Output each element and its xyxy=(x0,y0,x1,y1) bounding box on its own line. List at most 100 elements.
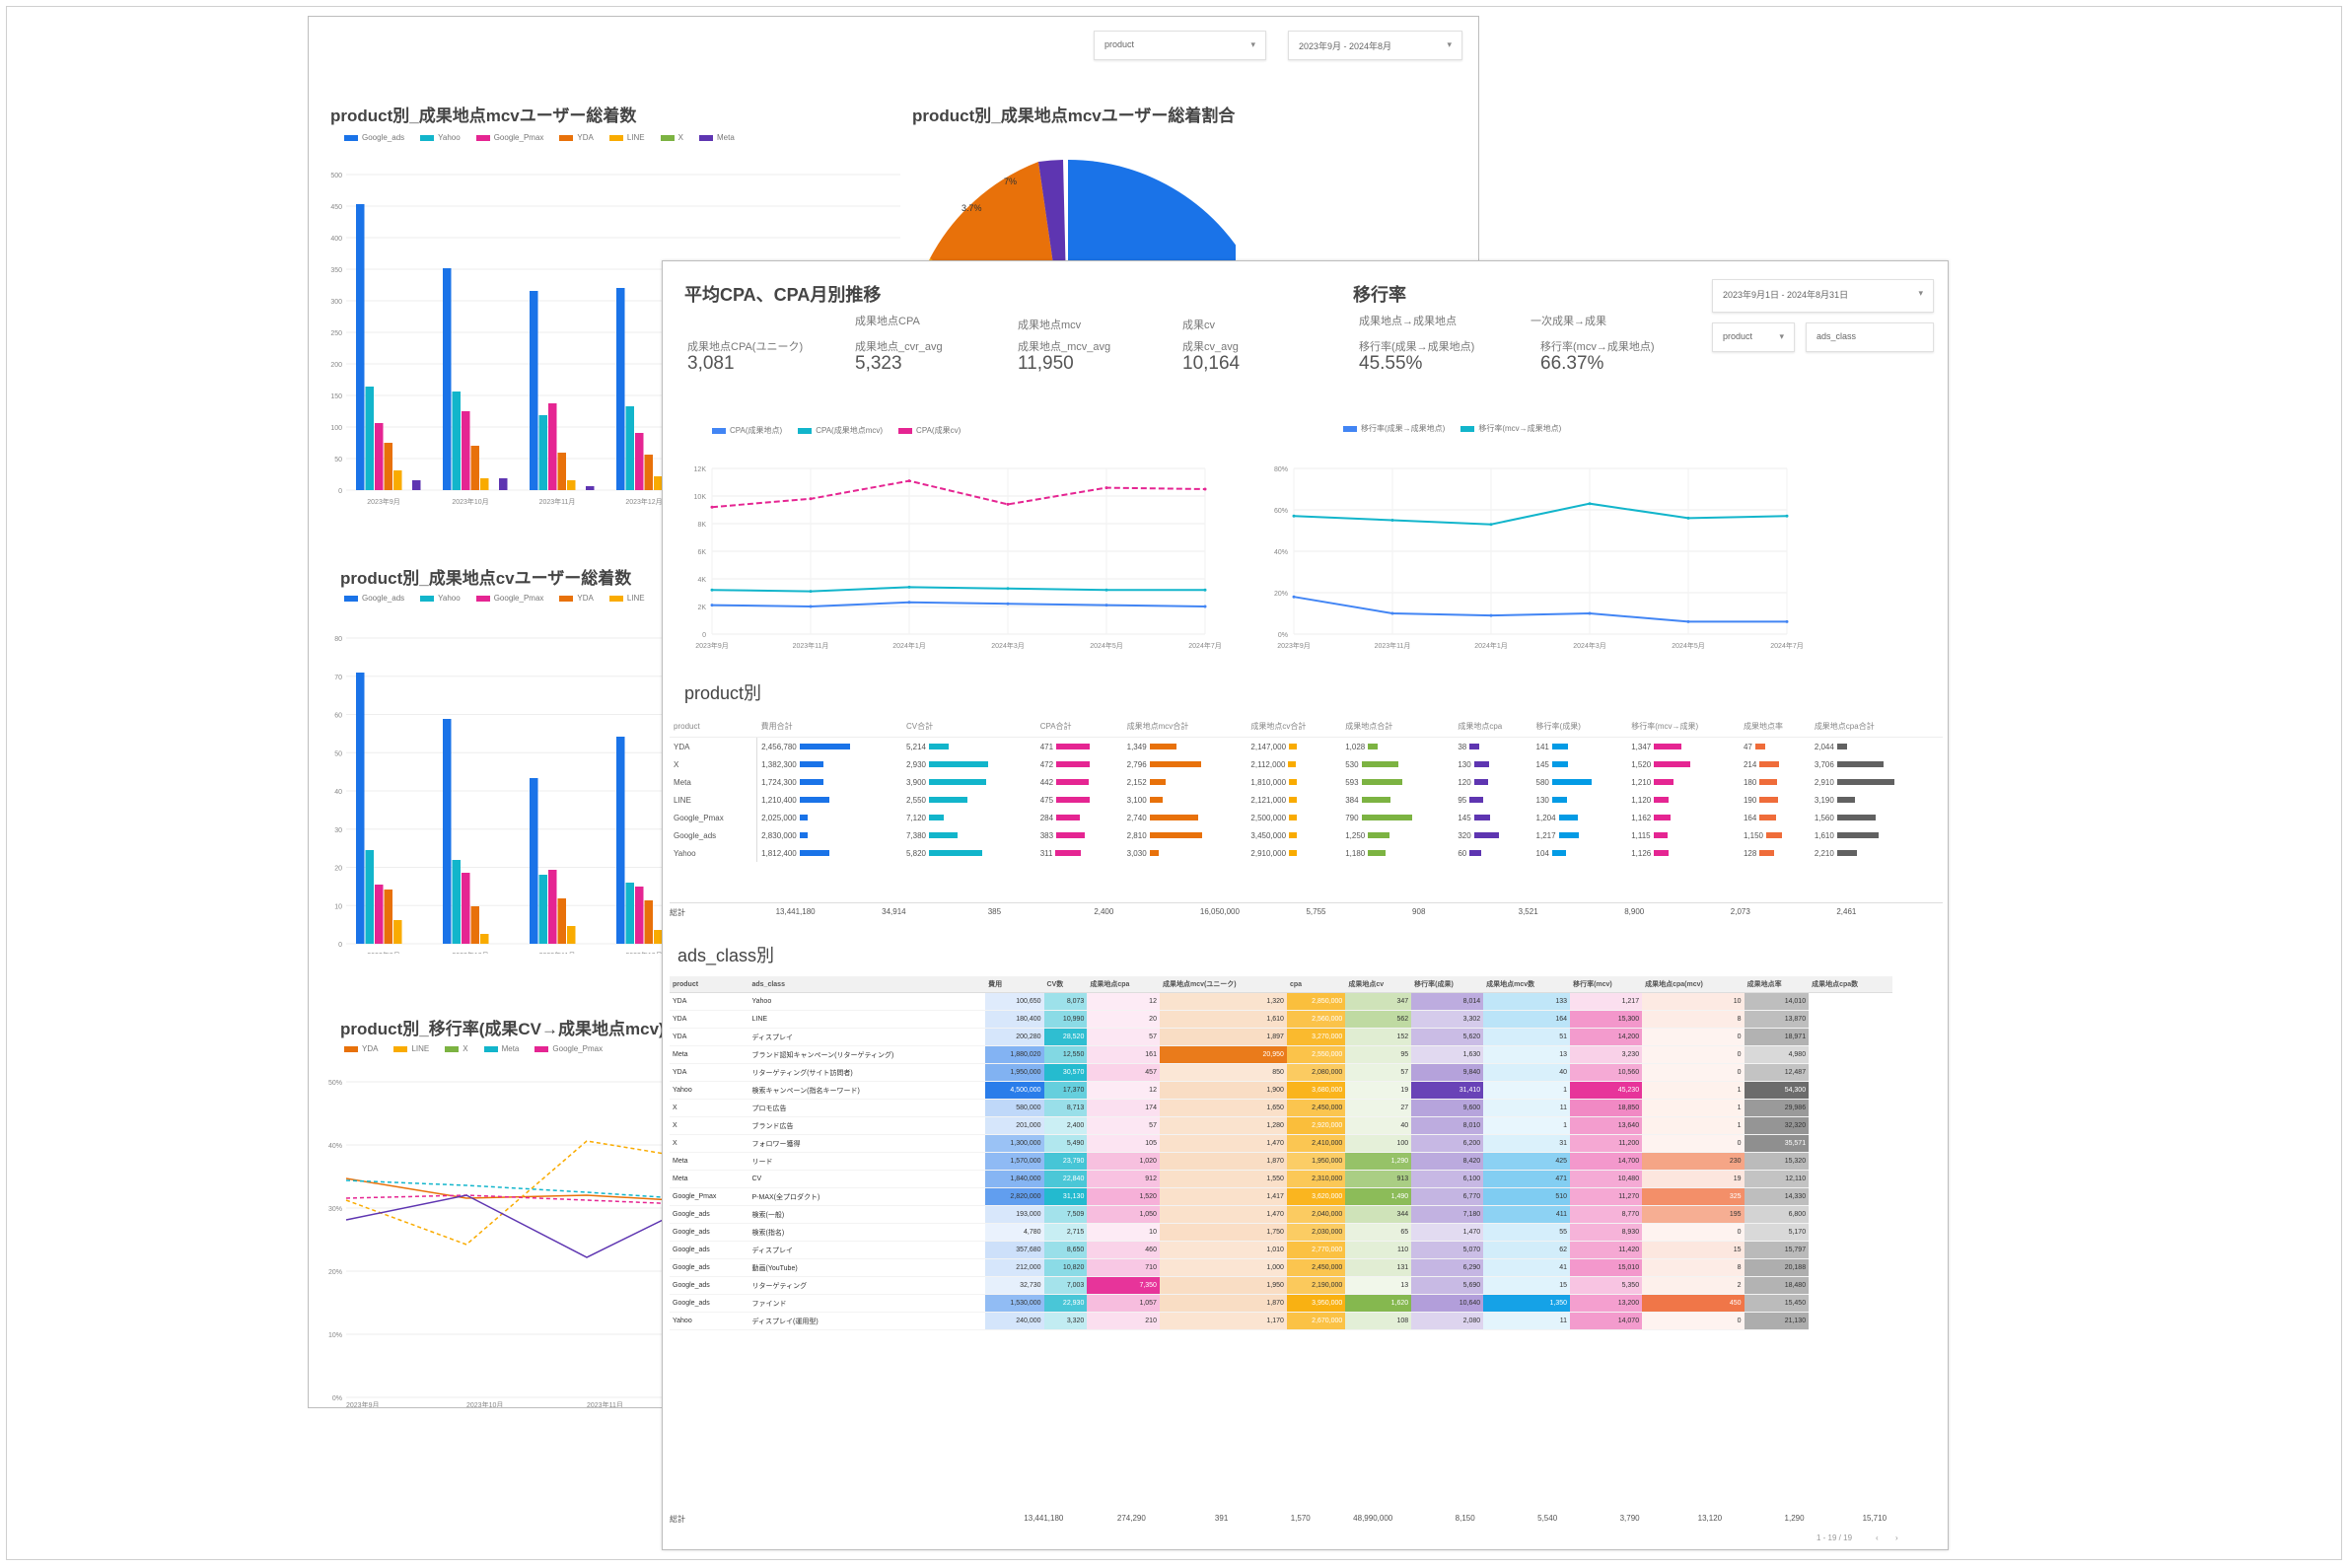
table-cell: 1,520 xyxy=(1627,755,1740,773)
kpi-value: 3,081 xyxy=(687,353,735,374)
table-row[interactable]: YDA リターゲティング(サイト訪問者) 1,950,000 30,570 457 850… xyxy=(670,1063,1892,1082)
table-cell: 3,100 xyxy=(1123,791,1247,809)
product-filter-dropdown[interactable]: product ▾ xyxy=(1094,31,1266,60)
column-header[interactable]: 移行率(mcv) xyxy=(1570,976,1643,993)
next-page-icon[interactable]: › xyxy=(1895,1533,1898,1542)
column-header[interactable]: 成果地点合計 xyxy=(1341,715,1455,738)
total-cell: 3,790 xyxy=(1619,1514,1640,1523)
cell-value: 2,147,000 xyxy=(1250,742,1287,751)
bar xyxy=(452,860,461,944)
front-ads-class-dropdown[interactable]: ads_class xyxy=(1806,322,1934,352)
cell-bar xyxy=(1361,815,1413,821)
cell-value: 1,250 xyxy=(1345,830,1366,840)
table-row[interactable]: X 1,382,300 2,930 472 2,796 2,112,000 530 130 14… xyxy=(670,755,1943,773)
cell-value: 1,180 xyxy=(1345,848,1366,858)
front-product-dropdown[interactable]: product ▾ xyxy=(1712,322,1795,352)
front-date-range-dropdown[interactable]: 2023年9月1日 - 2024年8月31日 ▾ xyxy=(1712,279,1934,313)
product-cell: Google_ads xyxy=(670,1223,749,1242)
x-tick-label: 2023年9月 xyxy=(367,497,399,506)
bar xyxy=(462,411,470,490)
table-row[interactable]: LINE 1,210,400 2,550 475 3,100 2,121,000 384 95… xyxy=(670,791,1943,809)
cell-bar xyxy=(928,779,986,786)
cell-value: 1,724,300 xyxy=(761,777,797,787)
metric-cell: 7,509 xyxy=(1043,1205,1088,1224)
metric-cell: 4,980 xyxy=(1744,1045,1810,1064)
column-header[interactable]: 成果地点cpa(mcv) xyxy=(1642,976,1745,993)
column-header[interactable]: 移行率(成果) xyxy=(1411,976,1484,993)
table-row[interactable]: Google_ads ファインド 1,530,000 22,930 1,057 1,870… xyxy=(670,1294,1892,1313)
column-header[interactable]: CPA合計 xyxy=(1035,715,1123,738)
table-row[interactable]: Yahoo 検索キャンペーン(指名キーワード) 4,500,000 17,370 12 1… xyxy=(670,1081,1892,1100)
table-row[interactable]: Google_ads 検索(一般) 193,000 7,509 1,050 1,470 2,… xyxy=(670,1205,1892,1224)
table-row[interactable]: Meta ブランド認知キャンペーン(リターゲティング) 1,880,020 12,55… xyxy=(670,1045,1892,1064)
table-row[interactable]: Google_ads 検索(指名) 4,780 2,715 10 1,750 2,030,0… xyxy=(670,1223,1892,1242)
cell-bar xyxy=(1654,797,1669,804)
product-cell: Meta xyxy=(670,1170,749,1188)
metric-cell: 1 xyxy=(1642,1099,1745,1117)
table-row[interactable]: YDA 2,456,780 5,214 471 1,349 2,147,000 1,028 3… xyxy=(670,737,1943,755)
table-row[interactable]: Yahoo ディスプレイ(運用型) 240,000 3,320 210 1,170 2,67… xyxy=(670,1312,1892,1330)
table-row[interactable]: Meta 1,724,300 3,900 442 2,152 1,810,000 593 12… xyxy=(670,773,1943,791)
table-row[interactable]: X フォロワー獲得 1,300,000 5,490 105 1,470 2,410,000 1… xyxy=(670,1134,1892,1153)
bar xyxy=(412,480,421,490)
table-row[interactable]: X ブランド広告 201,000 2,400 57 1,280 2,920,000 40 8,0… xyxy=(670,1116,1892,1135)
column-header[interactable]: 成果地点cv xyxy=(1345,976,1412,993)
metric-cell: 100,650 xyxy=(985,992,1044,1011)
legend-item: LINE xyxy=(608,594,645,603)
column-header[interactable]: ads_class xyxy=(748,976,986,993)
y-tick-label: 40 xyxy=(334,789,342,796)
column-header[interactable]: 費用合計 xyxy=(756,715,902,738)
column-header[interactable]: 成果地点mcv(ユニーク) xyxy=(1159,976,1287,993)
cell-value: 2,121,000 xyxy=(1250,795,1287,805)
metric-cell: 8,770 xyxy=(1570,1205,1643,1224)
column-header[interactable]: 成果地点mcv数 xyxy=(1483,976,1571,993)
column-header[interactable]: product xyxy=(670,976,749,993)
column-header[interactable]: cpa xyxy=(1286,976,1346,993)
table-row[interactable]: YDA LINE 180,400 10,990 20 1,610 2,560,000 562 3… xyxy=(670,1010,1892,1029)
table-row[interactable]: Google_ads リターゲティング 32,730 7,003 7,350 1,950 2… xyxy=(670,1276,1892,1295)
metric-cell: 0 xyxy=(1642,1134,1745,1153)
table-row[interactable]: Yahoo 1,812,400 5,820 311 3,030 2,910,000 1,18… xyxy=(670,844,1943,862)
column-header[interactable]: 成果地点cpa xyxy=(1087,976,1160,993)
column-header[interactable]: 成果地点率 xyxy=(1744,976,1810,993)
column-header[interactable]: CV合計 xyxy=(901,715,1036,738)
table-row[interactable]: Meta CV 1,840,000 22,840 912 1,550 2,310,000 91… xyxy=(670,1170,1892,1188)
column-header[interactable]: 成果地点mcv合計 xyxy=(1122,715,1247,738)
column-header[interactable]: 成果地点cv合計 xyxy=(1246,715,1342,738)
column-header[interactable]: 成果地点cpa合計 xyxy=(1810,715,1943,738)
table-row[interactable]: Google_Pmax P-MAX(全プロダクト) 2,820,000 31,130 1… xyxy=(670,1187,1892,1206)
cell-value: 164 xyxy=(1743,813,1757,822)
column-header[interactable]: 成果地点cpa数 xyxy=(1809,976,1892,993)
column-header[interactable]: 移行率(成果) xyxy=(1531,715,1628,738)
cell-bar xyxy=(1056,832,1086,839)
metric-cell: 20 xyxy=(1087,1010,1160,1029)
table-row[interactable]: YDA Yahoo 100,650 8,073 12 1,320 2,850,000 347 8… xyxy=(670,992,1892,1011)
date-range-dropdown[interactable]: 2023年9月 - 2024年8月 ▾ xyxy=(1288,31,1462,60)
column-header[interactable]: 成果地点率 xyxy=(1739,715,1811,738)
column-header[interactable]: 成果地点cpa xyxy=(1454,715,1532,738)
metric-cell: 7,350 xyxy=(1087,1276,1160,1295)
table-row[interactable]: Google_ads 動画(YouTube) 212,000 10,820 710 1,0… xyxy=(670,1258,1892,1277)
y-tick-label: 50 xyxy=(334,750,342,757)
table-row[interactable]: YDA ディスプレイ 200,280 28,520 57 1,897 3,270,000 15… xyxy=(670,1028,1892,1046)
metric-cell: 0 xyxy=(1642,1223,1745,1242)
table-row[interactable]: Meta リード 1,570,000 23,790 1,020 1,870 1,950,00… xyxy=(670,1152,1892,1171)
metric-cell: 40 xyxy=(1483,1063,1571,1082)
metric-cell: 161 xyxy=(1087,1045,1160,1064)
legend-label: Google_ads xyxy=(362,133,405,142)
metric-cell: 850 xyxy=(1159,1063,1287,1082)
prev-page-icon[interactable]: ‹ xyxy=(1876,1533,1879,1542)
bar xyxy=(635,433,644,490)
table-row[interactable]: Google_ads 2,830,000 7,380 383 2,810 3,450,00… xyxy=(670,826,1943,844)
column-header[interactable]: product xyxy=(670,715,757,738)
column-header[interactable]: 費用 xyxy=(985,976,1044,993)
column-header[interactable]: CV数 xyxy=(1043,976,1088,993)
cell-value: 130 xyxy=(1535,795,1549,805)
table-row[interactable]: Google_ads ディスプレイ 357,680 8,650 460 1,010 2,77… xyxy=(670,1241,1892,1259)
cell-value: 311 xyxy=(1039,848,1053,858)
y-tick-label: 60% xyxy=(1274,508,1288,515)
table-row[interactable]: X プロモ広告 580,000 8,713 174 1,650 2,450,000 27 9,6… xyxy=(670,1099,1892,1117)
ads-class-cell: リード xyxy=(748,1152,986,1171)
column-header[interactable]: 移行率(mcv→成果) xyxy=(1627,715,1740,738)
table-row[interactable]: Google_Pmax 2,025,000 7,120 284 2,740 2,500,0… xyxy=(670,809,1943,826)
